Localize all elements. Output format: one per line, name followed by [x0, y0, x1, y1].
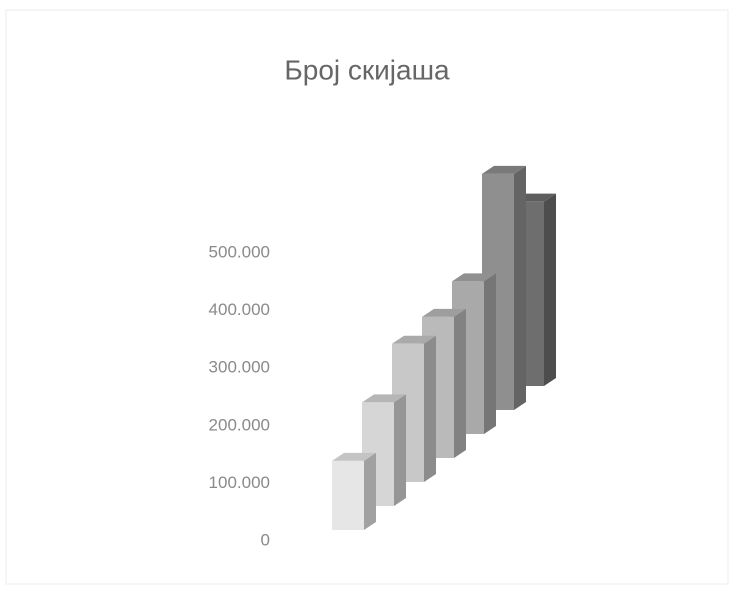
- bar-side: [424, 335, 436, 482]
- chart-title: Број скијаша: [284, 54, 450, 85]
- bar-side: [394, 394, 406, 506]
- bar-top: [452, 273, 496, 282]
- bar-side: [364, 452, 376, 530]
- bar-side: [514, 165, 526, 410]
- bar-top: [332, 452, 376, 461]
- y-tick-label: 500.000: [209, 242, 270, 261]
- bar: [332, 452, 376, 530]
- bar-top: [482, 165, 526, 174]
- bar-top: [422, 308, 466, 317]
- bar-side: [484, 273, 496, 434]
- y-tick-label: 100.000: [209, 473, 270, 492]
- bar-side: [454, 308, 466, 458]
- y-tick-label: 0: [261, 530, 270, 549]
- y-tick-label: 300.000: [209, 358, 270, 377]
- bar-front: [332, 460, 364, 530]
- bar-top: [392, 335, 436, 344]
- bar-top: [362, 394, 406, 403]
- y-tick-label: 200.000: [209, 415, 270, 434]
- bar-side: [544, 193, 556, 386]
- y-tick-label: 400.000: [209, 300, 270, 319]
